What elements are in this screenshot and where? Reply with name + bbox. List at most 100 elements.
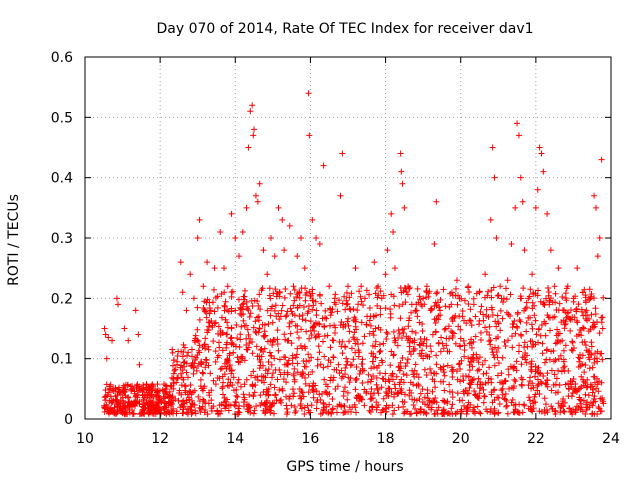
data-point bbox=[347, 362, 354, 369]
data-point bbox=[286, 222, 293, 229]
data-point bbox=[394, 389, 401, 396]
data-point bbox=[138, 410, 145, 417]
data-point bbox=[470, 376, 477, 383]
data-point bbox=[490, 284, 497, 291]
data-point bbox=[343, 361, 350, 368]
data-point bbox=[104, 392, 111, 399]
data-point bbox=[310, 302, 317, 309]
data-point bbox=[466, 380, 473, 387]
data-point bbox=[400, 371, 407, 378]
data-point bbox=[591, 192, 598, 199]
data-point bbox=[495, 359, 502, 366]
y-tick-label: 0.6 bbox=[51, 50, 73, 66]
data-point bbox=[336, 370, 343, 377]
data-point bbox=[195, 362, 202, 369]
data-point bbox=[322, 388, 329, 395]
data-point bbox=[600, 400, 607, 407]
data-point bbox=[259, 321, 266, 328]
data-point bbox=[585, 328, 592, 335]
data-point bbox=[417, 390, 424, 397]
data-point bbox=[467, 317, 474, 324]
data-point bbox=[243, 204, 250, 211]
data-point bbox=[199, 387, 206, 394]
data-point bbox=[538, 150, 545, 157]
data-point bbox=[400, 329, 407, 336]
data-point bbox=[552, 407, 559, 414]
data-point bbox=[306, 132, 313, 139]
data-point bbox=[314, 362, 321, 369]
data-point bbox=[328, 409, 335, 416]
data-point bbox=[283, 393, 290, 400]
data-point bbox=[177, 259, 184, 266]
data-point bbox=[505, 337, 512, 344]
data-point bbox=[547, 314, 554, 321]
data-point bbox=[240, 293, 247, 300]
data-point bbox=[441, 326, 448, 333]
data-point bbox=[424, 353, 431, 360]
data-point bbox=[412, 405, 419, 412]
data-point bbox=[204, 296, 211, 303]
data-point bbox=[113, 295, 120, 302]
data-point bbox=[388, 210, 395, 217]
data-point bbox=[170, 370, 177, 377]
data-point bbox=[178, 382, 185, 389]
data-point bbox=[203, 299, 210, 306]
data-point bbox=[312, 298, 319, 305]
data-point bbox=[414, 285, 421, 292]
data-point bbox=[194, 337, 201, 344]
data-point bbox=[494, 334, 501, 341]
data-point bbox=[440, 378, 447, 385]
data-point bbox=[314, 397, 321, 404]
data-point bbox=[367, 396, 374, 403]
data-point bbox=[219, 383, 226, 390]
data-point bbox=[487, 409, 494, 416]
data-point bbox=[239, 353, 246, 360]
data-point bbox=[268, 361, 275, 368]
data-point bbox=[456, 397, 463, 404]
data-point bbox=[269, 341, 276, 348]
data-point bbox=[256, 356, 263, 363]
data-point bbox=[474, 355, 481, 362]
data-point bbox=[313, 388, 320, 395]
data-point bbox=[440, 410, 447, 417]
data-point bbox=[291, 297, 298, 304]
data-point bbox=[375, 390, 382, 397]
data-point bbox=[556, 382, 563, 389]
data-point bbox=[468, 358, 475, 365]
data-point bbox=[286, 395, 293, 402]
data-point bbox=[318, 390, 325, 397]
data-point bbox=[261, 328, 268, 335]
data-point bbox=[409, 328, 416, 335]
data-point bbox=[344, 358, 351, 365]
data-point bbox=[594, 319, 601, 326]
data-point bbox=[449, 373, 456, 380]
data-point bbox=[290, 372, 297, 379]
data-point bbox=[501, 378, 508, 385]
data-point bbox=[274, 327, 281, 334]
data-point bbox=[343, 289, 350, 296]
data-point bbox=[466, 317, 473, 324]
data-point bbox=[555, 367, 562, 374]
data-point bbox=[208, 317, 215, 324]
data-point bbox=[436, 304, 443, 311]
data-point bbox=[590, 373, 597, 380]
data-point bbox=[160, 393, 167, 400]
data-point bbox=[553, 375, 560, 382]
data-point bbox=[212, 319, 219, 326]
data-point bbox=[291, 312, 298, 319]
data-point bbox=[412, 307, 419, 314]
data-point bbox=[564, 283, 571, 290]
data-point bbox=[322, 307, 329, 314]
data-point bbox=[332, 291, 339, 298]
data-point bbox=[591, 393, 598, 400]
data-point bbox=[294, 345, 301, 352]
data-point bbox=[560, 364, 567, 371]
data-point bbox=[214, 304, 221, 311]
data-point bbox=[517, 331, 524, 338]
data-point bbox=[476, 317, 483, 324]
data-point bbox=[244, 305, 251, 312]
data-point bbox=[396, 330, 403, 337]
data-point bbox=[589, 389, 596, 396]
data-point bbox=[121, 388, 128, 395]
data-point bbox=[427, 343, 434, 350]
